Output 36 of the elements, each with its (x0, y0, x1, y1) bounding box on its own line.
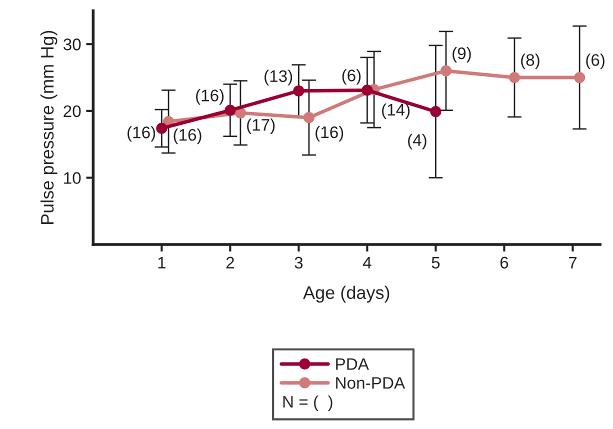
x-tick-label: 7 (568, 256, 577, 268)
y-axis-title: Pulse pressure (mm Hg) (40, 30, 58, 224)
x-tick-label: 5 (432, 256, 440, 269)
annotation: (16) (174, 128, 202, 144)
x-tick-label: 2 (226, 256, 234, 268)
legend-label: Non-PDA (336, 377, 406, 389)
point (156, 122, 168, 134)
annotation: (4) (408, 134, 426, 150)
point (293, 85, 304, 96)
annotation: (16) (196, 89, 224, 105)
annotation: (16) (316, 126, 344, 142)
annotation: (6) (342, 69, 361, 85)
point (430, 106, 442, 118)
annotation: (13) (264, 70, 292, 86)
x-tick-label: 6 (500, 256, 508, 269)
point (440, 65, 452, 76)
x-tick-label: 1 (158, 256, 166, 268)
annotation: (9) (452, 46, 471, 63)
point (224, 104, 236, 116)
x-axis-title: Age (days) (303, 286, 390, 303)
y-tick-label: 10 (64, 172, 81, 184)
x-tick-label: 4 (362, 256, 372, 268)
legend-label: PDA (336, 358, 369, 370)
point (362, 84, 373, 96)
annotation: (8) (521, 54, 540, 70)
point (303, 112, 315, 124)
point (508, 72, 520, 84)
point (574, 72, 586, 84)
annotation: (17) (247, 118, 275, 134)
annotation: (14) (382, 103, 410, 119)
y-tick-label: 30 (63, 38, 81, 50)
annotation: (6) (586, 54, 604, 70)
x-tick-label: 3 (294, 256, 303, 269)
annotation: (16) (128, 126, 156, 142)
y-tick-label: 20 (64, 105, 81, 118)
text: N = ( ) (283, 395, 332, 411)
